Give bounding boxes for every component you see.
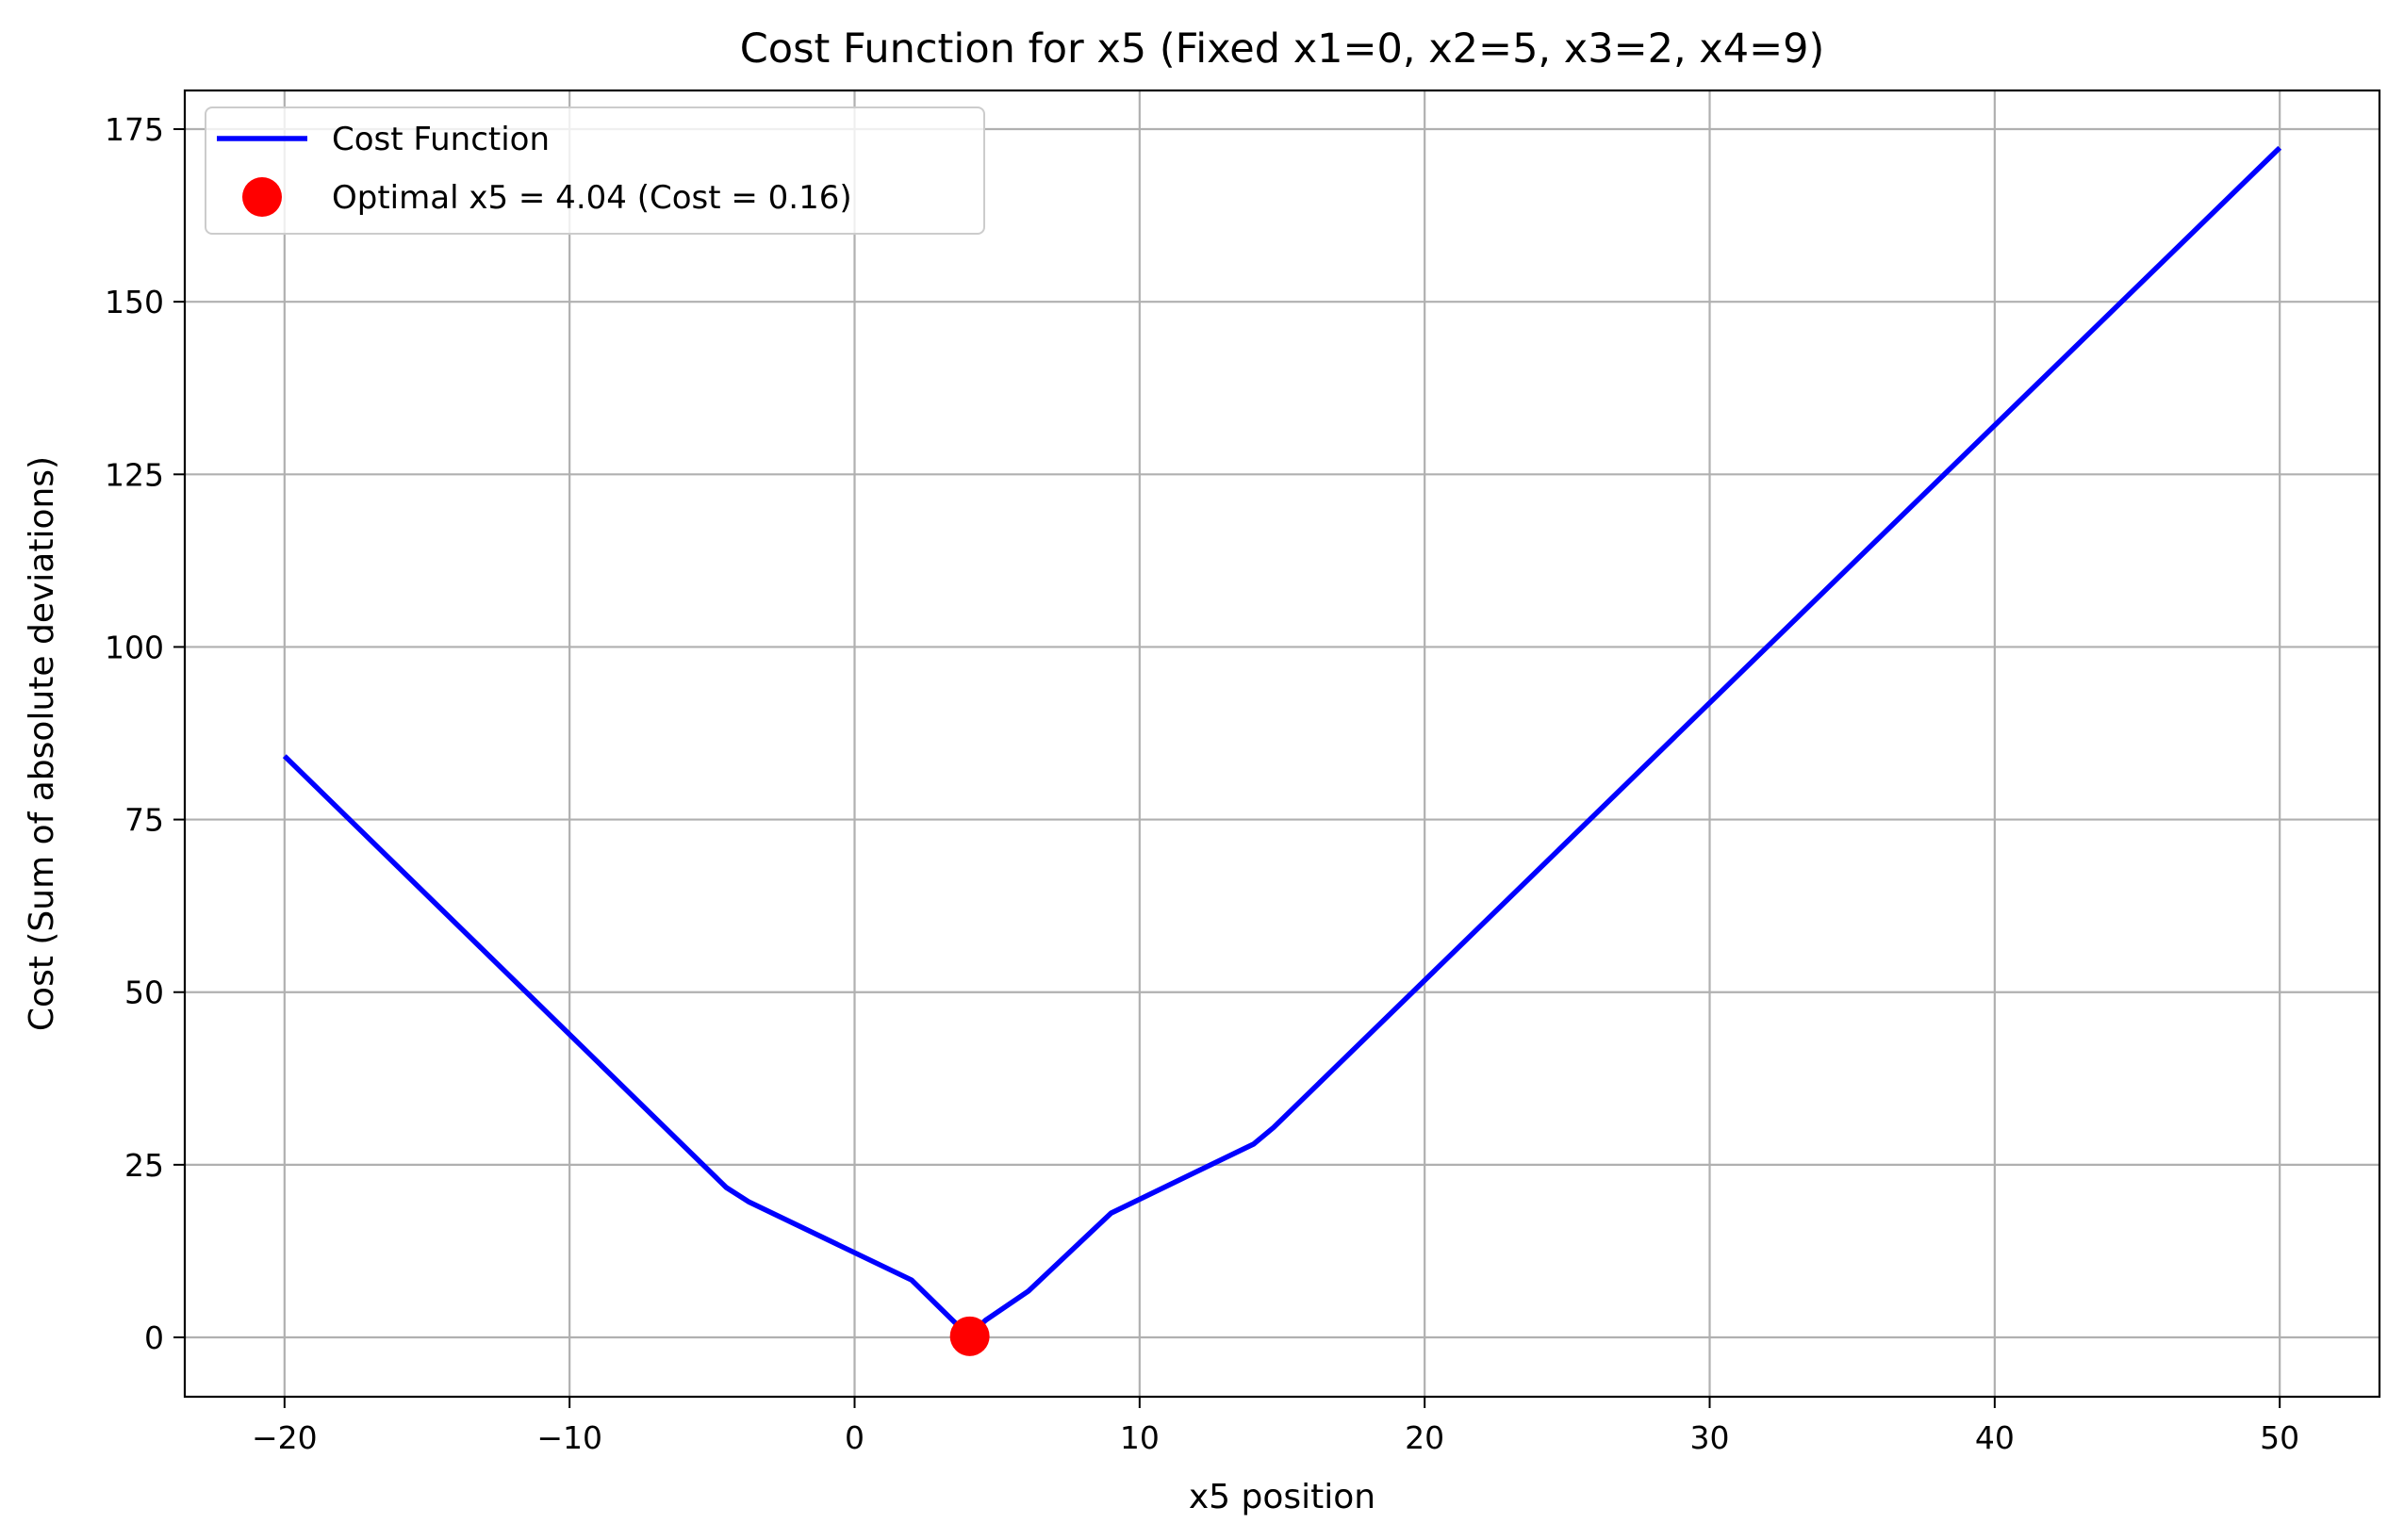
legend-label-cost-function: Cost Function — [332, 121, 550, 158]
y-axis-label: Cost (Sum of absolute deviations) — [23, 456, 61, 1031]
chart-title: Cost Function for x5 (Fixed x1=0, x2=5, … — [740, 25, 1825, 73]
optimal-point-marker — [949, 1316, 990, 1356]
x-tick-label: 50 — [2260, 1419, 2299, 1456]
y-tick-label: 100 — [105, 629, 164, 665]
x-tick-label: 10 — [1120, 1419, 1160, 1456]
x-tick-label: −20 — [252, 1419, 318, 1456]
x-tick-label: 0 — [845, 1419, 864, 1456]
plot-area-frame — [183, 89, 2381, 1399]
legend-marker-swatch — [242, 177, 282, 217]
y-tick-label: 25 — [124, 1147, 164, 1184]
legend-label-optimal: Optimal x5 = 4.04 (Cost = 0.16) — [332, 179, 852, 217]
x-tick-label: 20 — [1405, 1419, 1444, 1456]
y-tick-label: 125 — [105, 456, 164, 493]
legend-box — [205, 106, 985, 235]
y-tick-label: 0 — [144, 1319, 164, 1356]
legend: Cost Function Optimal x5 = 4.04 (Cost = … — [205, 106, 985, 235]
y-tick-label: 75 — [124, 802, 164, 839]
y-tick-label: 175 — [105, 111, 164, 148]
y-tick-label: 50 — [124, 975, 164, 1011]
axis-ticks: −20 −10 0 10 20 30 40 50 0 25 50 75 100 125 150 175 — [105, 111, 2299, 1456]
series-layer — [282, 145, 2282, 1356]
x-tick-label: 40 — [1975, 1419, 2015, 1456]
grid — [185, 90, 2379, 1397]
cost-function-line — [282, 145, 2282, 1339]
x-tick-label: −10 — [536, 1419, 602, 1456]
y-tick-label: 150 — [105, 284, 164, 320]
x-axis-label: x5 position — [1189, 1478, 1375, 1516]
x-tick-label: 30 — [1690, 1419, 1730, 1456]
